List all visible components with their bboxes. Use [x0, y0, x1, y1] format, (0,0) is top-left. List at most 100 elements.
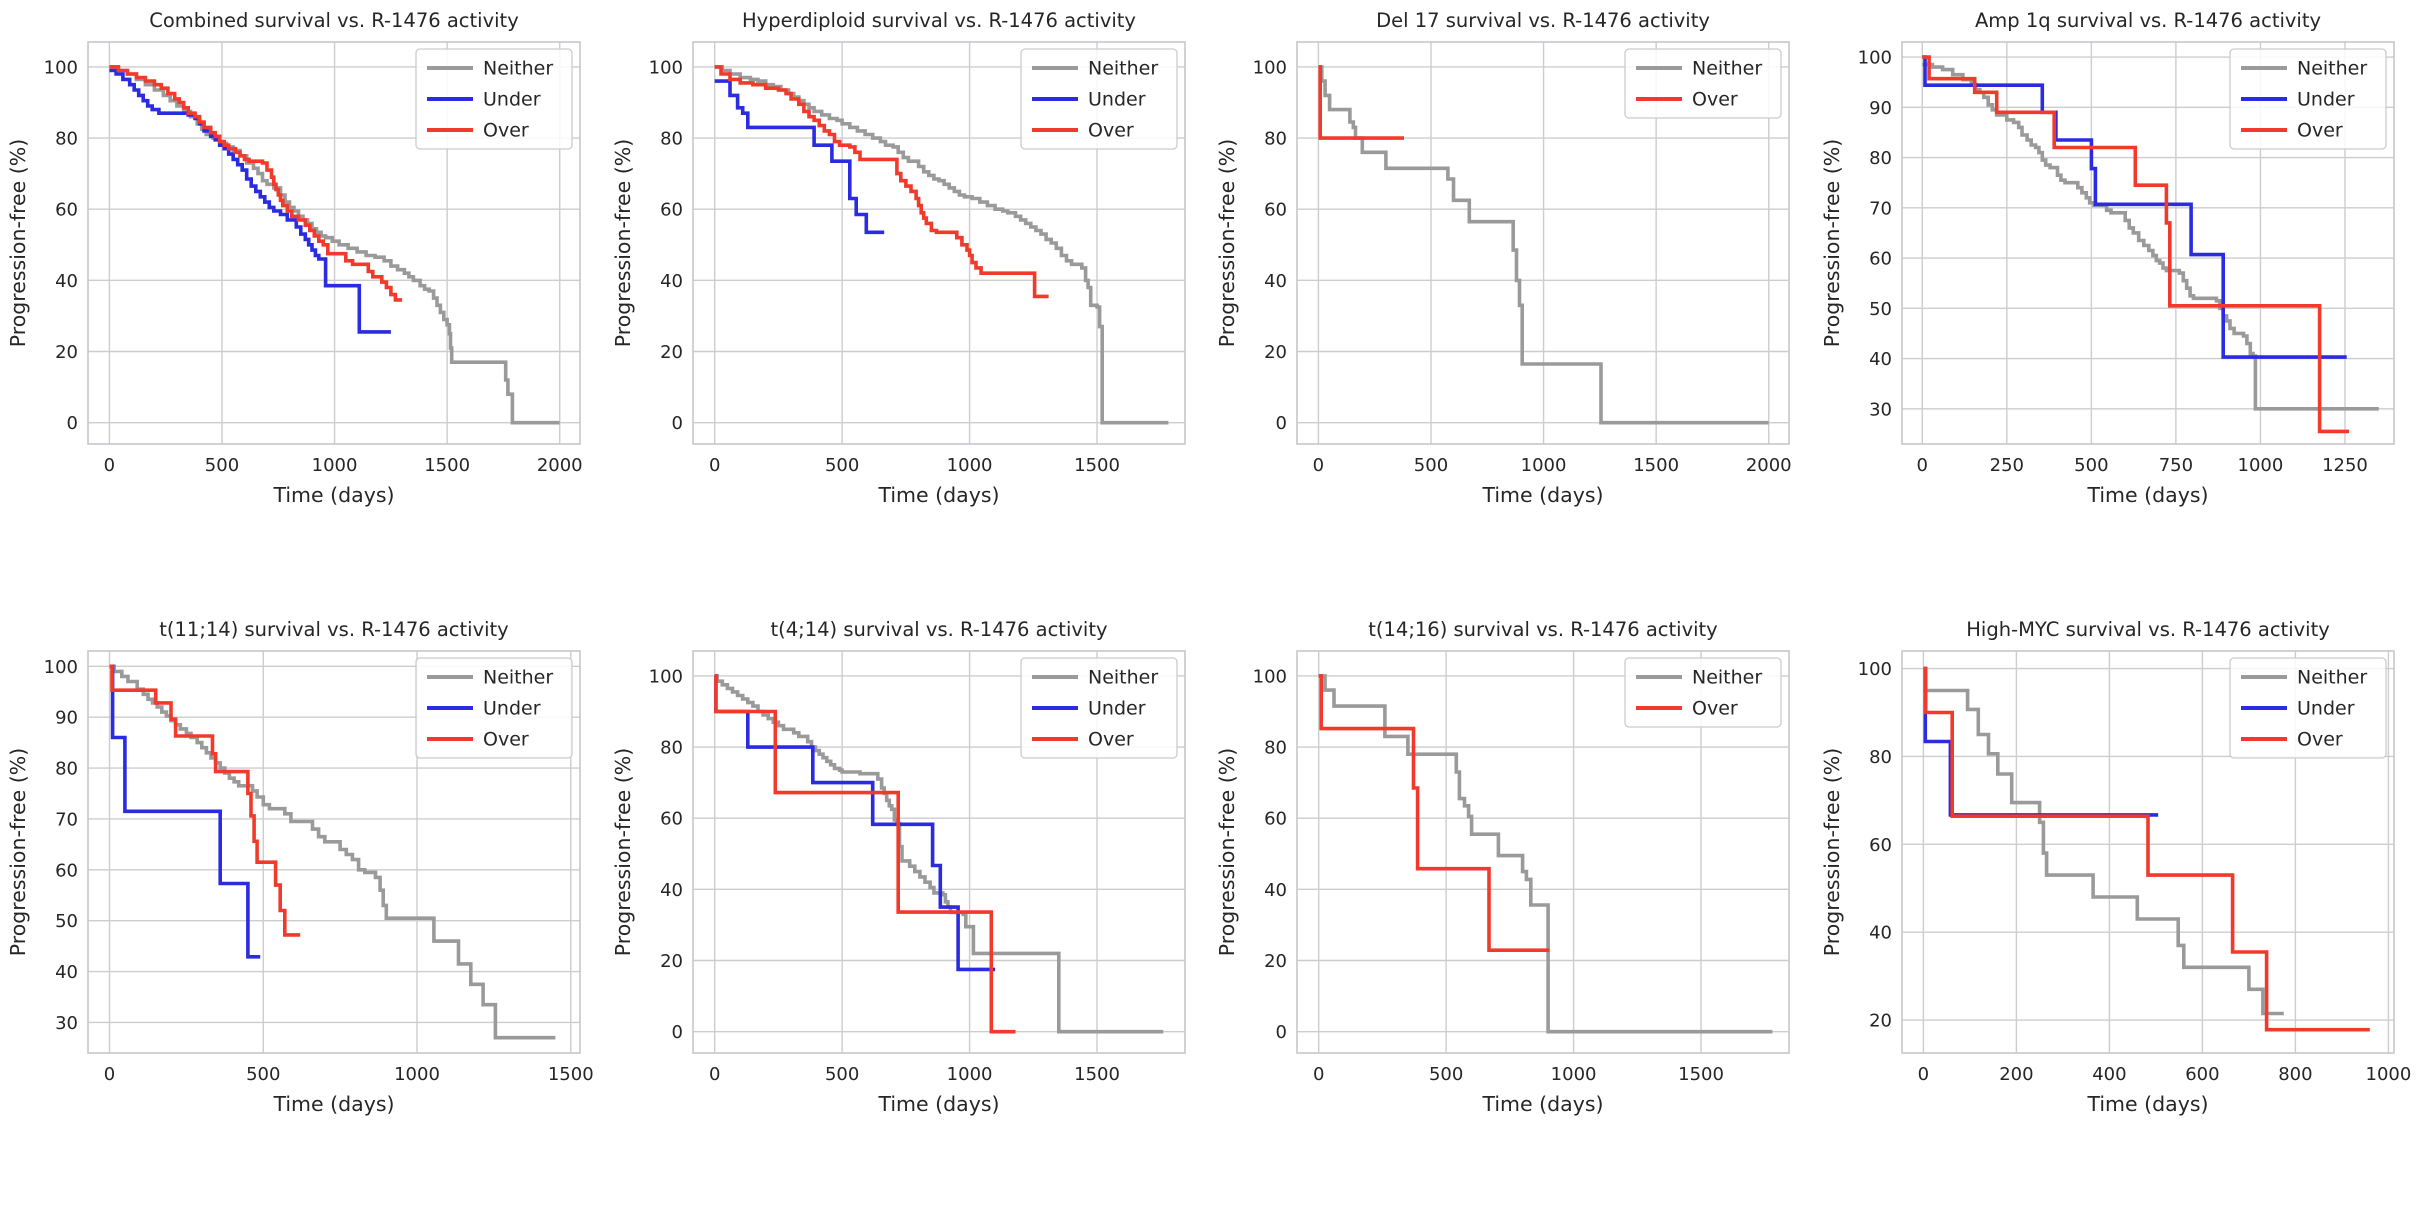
subplot-t11-14: 0 500 1000 1500 30 40 50 60 70 80 90 100 Time (days)…	[0, 609, 605, 1218]
legend-label-under: Under	[483, 89, 541, 111]
y-tick-label: 80	[1869, 747, 1892, 768]
y-tick-label: 20	[1869, 1011, 1892, 1032]
y-tick-label: 40	[1869, 923, 1892, 944]
y-tick-label: 20	[660, 342, 683, 363]
x-tick-label: 1500	[1633, 455, 1679, 476]
y-tick-label: 100	[1253, 57, 1287, 78]
y-tick-label: 40	[660, 880, 683, 901]
y-tick-label: 50	[55, 911, 78, 932]
y-tick-label: 50	[1869, 299, 1892, 320]
y-tick-label: 40	[55, 962, 78, 983]
x-tick-label: 1500	[424, 455, 470, 476]
x-tick-label: 500	[205, 455, 239, 476]
x-tick-label: 1000	[312, 455, 358, 476]
km-plot-svg-t11-14: 0 500 1000 1500 30 40 50 60 70 80 90 100 Time (days)…	[0, 609, 605, 1218]
plot-title: High-MYC survival vs. R-1476 activity	[1966, 618, 2330, 641]
x-tick-label: 400	[2092, 1064, 2126, 1085]
plot-title: Combined survival vs. R-1476 activity	[149, 9, 518, 32]
axes-spines	[1900, 650, 2395, 1054]
y-tick-label: 40	[1264, 271, 1287, 292]
legend-label-neither: Neither	[1692, 58, 1762, 80]
km-plot-svg-combined: 0 500 1000 1500 2000 0 20 40 60 80 100 Time (days) P…	[0, 0, 605, 609]
y-tick-label: 100	[44, 657, 78, 678]
y-tick-label: 80	[1264, 129, 1287, 150]
x-tick-label: 0	[104, 1064, 115, 1085]
km-plot-svg-hyperdiploid: 0 500 1000 1500 0 20 40 60 80 100 Time (days) Progr…	[604, 0, 1209, 609]
y-axis-label: Progression-free (%)	[1215, 748, 1239, 957]
km-curve-over	[1921, 55, 2349, 434]
y-tick-label: 60	[1869, 835, 1892, 856]
y-axis-label: Progression-free (%)	[6, 748, 30, 957]
legend-box	[2228, 657, 2387, 759]
km-plot-svg-amp-1q: 0 250 500 750 1000 1250 30 40 50 60 70 80 90 100 Time …	[1813, 0, 2418, 609]
y-tick-label: 90	[1869, 98, 1892, 119]
x-tick-label: 600	[2185, 1064, 2219, 1085]
y-tick-label: 20	[55, 342, 78, 363]
x-tick-label: 0	[1313, 1064, 1324, 1085]
y-tick-label: 100	[1857, 48, 1891, 69]
y-axis-label: Progression-free (%)	[1820, 139, 1844, 348]
x-tick-label: 800	[2278, 1064, 2312, 1085]
x-tick-label: 500	[2074, 455, 2108, 476]
y-tick-label: 0	[1276, 1022, 1287, 1043]
x-tick-label: 0	[104, 455, 115, 476]
legend-label-over: Over	[1088, 120, 1134, 142]
axes-spines	[1296, 650, 1790, 1054]
x-tick-label: 1500	[1074, 1064, 1120, 1085]
y-tick-label: 30	[55, 1013, 78, 1034]
y-tick-label: 0	[1276, 413, 1287, 434]
legend-label-under: Under	[2297, 89, 2355, 111]
subplot-t14-16: 0 500 1000 1500 0 20 40 60 80 100 Time (days) Progr…	[1209, 609, 1814, 1218]
legend-label-over: Over	[483, 120, 529, 142]
y-tick-label: 60	[1869, 249, 1892, 270]
legend-label-neither: Neither	[2297, 667, 2367, 689]
legend-label-under: Under	[2297, 698, 2355, 720]
legend: Neither Under Over	[1019, 657, 1178, 759]
plot-title: Amp 1q survival vs. R-1476 activity	[1974, 9, 2320, 32]
y-tick-label: 80	[660, 738, 683, 759]
km-curve-over	[714, 65, 1049, 299]
x-tick-label: 200	[1999, 1064, 2033, 1085]
legend-label-under: Under	[1088, 698, 1146, 720]
x-axis-label: Time (days)	[2086, 483, 2208, 507]
y-tick-label: 60	[1264, 200, 1287, 221]
y-tick-label: 60	[55, 860, 78, 881]
y-tick-label: 70	[1869, 198, 1892, 219]
y-tick-label: 0	[671, 1022, 682, 1043]
legend-label-neither: Neither	[1088, 667, 1158, 689]
y-tick-label: 100	[1857, 659, 1891, 680]
y-axis-label: Progression-free (%)	[611, 748, 635, 957]
y-tick-label: 40	[1264, 880, 1287, 901]
x-tick-label: 2000	[1746, 455, 1792, 476]
x-tick-label: 0	[708, 455, 719, 476]
x-tick-label: 2000	[537, 455, 583, 476]
legend: Neither Under Over	[2228, 48, 2387, 150]
y-axis-label: Progression-free (%)	[1820, 748, 1844, 957]
y-tick-label: 80	[1264, 738, 1287, 759]
km-curve-neither	[109, 664, 556, 1040]
legend-box	[415, 657, 573, 759]
x-tick-label: 1250	[2322, 455, 2368, 476]
legend-label-over: Over	[1692, 698, 1738, 720]
subplot-combined: 0 500 1000 1500 2000 0 20 40 60 80 100 Time (days) P…	[0, 0, 605, 609]
legend-label-neither: Neither	[483, 58, 553, 80]
x-tick-label: 0	[1916, 455, 1927, 476]
y-tick-label: 80	[660, 129, 683, 150]
km-curve-over	[109, 65, 403, 302]
legend: Neither Over	[1624, 657, 1782, 728]
subplot-amp-1q: 0 250 500 750 1000 1250 30 40 50 60 70 80 90 100 Time …	[1813, 0, 2418, 609]
y-tick-label: 100	[648, 666, 682, 687]
y-tick-label: 60	[660, 809, 683, 830]
y-tick-label: 20	[1264, 951, 1287, 972]
y-tick-label: 70	[55, 809, 78, 830]
subplot-high-myc: 0 200 400 600 800 1000 20 40 60 80 100 Time (days) P…	[1813, 609, 2418, 1218]
y-tick-label: 60	[660, 200, 683, 221]
y-tick-label: 80	[55, 759, 78, 780]
km-curve-under	[109, 68, 391, 334]
legend-label-over: Over	[2297, 729, 2343, 751]
x-axis-label: Time (days)	[1481, 483, 1603, 507]
x-tick-label: 1000	[1551, 1064, 1597, 1085]
plot-title: t(14;16) survival vs. R-1476 activity	[1368, 618, 1717, 641]
km-curve-neither	[1318, 674, 1773, 1034]
y-tick-label: 80	[55, 129, 78, 150]
